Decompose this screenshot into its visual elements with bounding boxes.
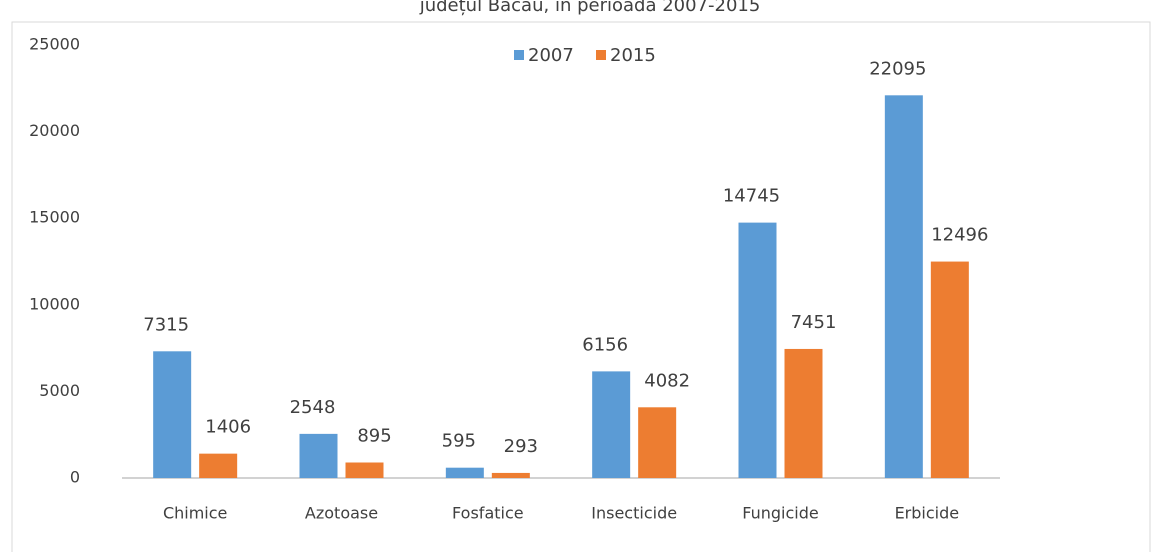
y-tick-label: 10000 — [29, 294, 80, 313]
bar — [592, 371, 631, 478]
y-tick-label: 0 — [70, 468, 80, 487]
x-tick-label: Insecticide — [591, 504, 677, 523]
bar — [345, 462, 384, 478]
value-label: 4082 — [644, 370, 690, 391]
legend-swatch — [596, 50, 606, 60]
bar — [884, 95, 923, 478]
value-label: 895 — [357, 425, 391, 446]
chart-title: județul Bacău, în perioada 2007-2015 — [419, 0, 761, 16]
value-label: 6156 — [582, 334, 628, 355]
legend-label: 2007 — [528, 45, 574, 66]
x-tick-label: Fungicide — [742, 504, 818, 523]
legend-label: 2015 — [610, 45, 656, 66]
value-label: 7451 — [791, 312, 837, 333]
x-tick-label: Chimice — [163, 504, 227, 523]
bar — [638, 407, 677, 478]
x-tick-label: Fosfatice — [452, 504, 524, 523]
value-label: 595 — [442, 431, 476, 452]
value-label: 22095 — [869, 58, 926, 79]
value-label: 7315 — [143, 314, 189, 335]
y-tick-label: 5000 — [39, 381, 80, 400]
bar — [930, 261, 969, 478]
bar — [445, 467, 484, 478]
value-label: 2548 — [290, 397, 336, 418]
bar — [784, 348, 823, 478]
value-label: 1406 — [205, 417, 251, 438]
legend-swatch — [514, 50, 524, 60]
x-tick-label: Azotoase — [305, 504, 378, 523]
y-tick-label: 15000 — [29, 208, 80, 227]
y-tick-label: 25000 — [29, 35, 80, 54]
bar — [153, 351, 192, 478]
bar — [738, 222, 777, 478]
value-label: 14745 — [723, 186, 780, 207]
bar — [199, 453, 238, 478]
bar — [491, 472, 530, 478]
value-label: 293 — [504, 436, 538, 457]
value-label: 12496 — [931, 225, 988, 246]
bar — [299, 433, 338, 478]
y-tick-label: 20000 — [29, 121, 80, 140]
x-tick-label: Erbicide — [895, 504, 960, 523]
